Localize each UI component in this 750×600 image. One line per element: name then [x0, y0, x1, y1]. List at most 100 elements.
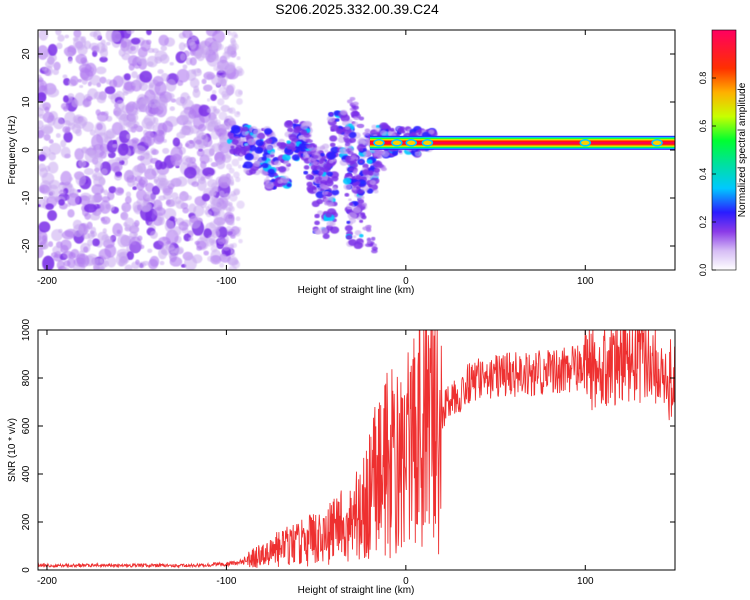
noise-blob: [43, 133, 51, 142]
noise-blob: [130, 37, 141, 45]
noise-blob: [201, 78, 207, 85]
streak-blob: [305, 143, 313, 148]
noise-blob: [145, 150, 150, 156]
carrier-line-band: [369, 141, 675, 144]
streak-blob: [352, 111, 360, 116]
cluster-blob: [303, 170, 309, 175]
cluster-blob: [314, 213, 320, 219]
noise-blob: [147, 164, 153, 171]
noise-blob: [189, 41, 197, 50]
noise-blob: [206, 98, 211, 102]
noise-blob: [229, 193, 238, 202]
noise-blob: [50, 252, 58, 258]
cluster-blob: [287, 127, 294, 133]
cluster-blob: [303, 165, 310, 170]
noise-blob: [93, 192, 103, 203]
cluster-blob: [391, 150, 399, 156]
noise-blob: [235, 216, 241, 222]
noise-blob: [70, 75, 79, 86]
noise-blob: [136, 198, 145, 206]
streak-blob: [371, 246, 378, 251]
noise-blob: [118, 259, 124, 267]
cluster-blob: [325, 212, 333, 218]
noise-blob: [223, 51, 231, 58]
noise-blob: [225, 152, 232, 159]
cluster-blob: [271, 131, 275, 135]
noise-blob: [206, 108, 211, 114]
cluster-blob: [314, 220, 320, 226]
noise-blob: [189, 215, 198, 224]
noise-blob: [67, 209, 75, 218]
carrier-knot: [651, 139, 663, 147]
snr-y-tick-label: 0: [21, 567, 32, 573]
noise-blob: [236, 68, 245, 77]
noise-blob: [108, 204, 115, 212]
noise-blob: [170, 198, 177, 207]
noise-blob: [152, 75, 164, 87]
noise-blob: [217, 44, 224, 51]
snr-y-tick-label: 200: [21, 513, 32, 530]
cluster-blob: [285, 141, 296, 150]
noise-blob: [128, 236, 142, 253]
cluster-blob: [349, 161, 359, 169]
cluster-blob: [366, 188, 374, 194]
noise-blob: [48, 139, 54, 144]
noise-blob: [125, 121, 132, 127]
cluster-blob: [329, 142, 336, 148]
cluster-blob: [399, 126, 406, 131]
noise-blob: [126, 30, 135, 35]
noise-blob: [95, 144, 101, 150]
cluster-blob: [230, 145, 235, 149]
snr-y-tick-label: 600: [21, 417, 32, 434]
noise-blob: [73, 30, 82, 38]
streak-blob: [321, 185, 328, 190]
noise-blob: [127, 127, 134, 132]
cluster-blob: [261, 156, 267, 161]
snr-y-label: SNR (10 * v/v): [7, 418, 18, 482]
noise-blob: [165, 240, 172, 245]
noise-blob: [213, 206, 222, 215]
noise-blob: [233, 188, 241, 196]
noise-blob: [207, 157, 213, 163]
noise-blob: [172, 137, 181, 147]
snr-x-tick-label: -100: [216, 576, 236, 587]
streak-blob: [361, 202, 368, 207]
noise-blob: [161, 244, 170, 256]
noise-blob: [176, 131, 186, 139]
colorbar-gradient: [711, 29, 737, 271]
streak-blob: [327, 192, 332, 197]
noise-blob: [128, 63, 135, 71]
colorbar-label: Normalized spectral amplitude: [737, 82, 748, 217]
noise-blob: [182, 64, 188, 70]
noise-blob: [80, 57, 88, 64]
noise-blob: [210, 130, 220, 140]
noise-blob: [83, 246, 89, 253]
cluster-blob: [330, 146, 340, 154]
noise-blob: [61, 266, 70, 270]
cluster-blob: [244, 153, 254, 161]
noise-blob: [228, 107, 236, 114]
cluster-blob: [266, 154, 271, 159]
colorbar-ticks: 0.0 0.2 0.4 0.6 0.8: [698, 72, 716, 276]
noise-blob: [158, 195, 166, 201]
noise-blob: [220, 215, 226, 221]
noise-blob: [124, 264, 133, 270]
streak-blob: [307, 150, 312, 155]
noise-blob: [120, 212, 126, 219]
cluster-blob: [305, 173, 314, 180]
noise-blob: [38, 229, 48, 246]
noise-blob: [230, 249, 236, 254]
noise-blob: [116, 229, 121, 234]
noise-blob: [92, 238, 100, 247]
cluster-blob: [263, 128, 273, 135]
cluster-blob: [280, 175, 290, 184]
noise-blob: [44, 106, 50, 113]
spectrogram-x-tick-label: 100: [577, 276, 594, 287]
cluster-blob: [340, 109, 348, 116]
noise-blob: [170, 146, 183, 162]
cluster-blob: [323, 163, 332, 170]
cluster-blob: [428, 129, 435, 135]
noise-blob: [72, 224, 84, 238]
noise-blob: [196, 240, 207, 250]
noise-blob: [52, 68, 60, 76]
